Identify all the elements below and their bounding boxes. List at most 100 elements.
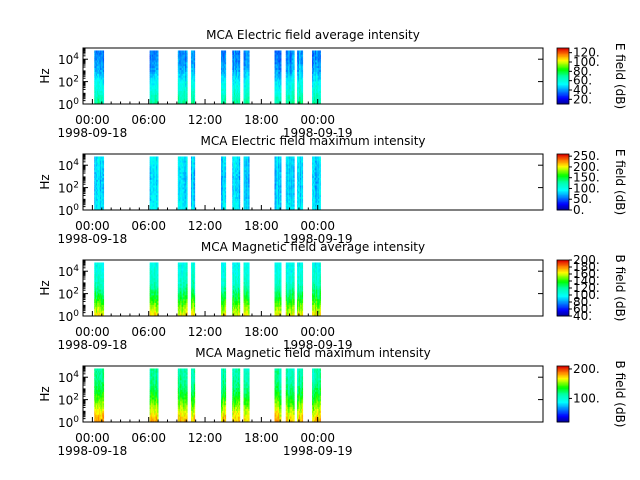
spectrogram-cell [236, 173, 239, 176]
spectrogram-cell [315, 202, 318, 205]
spectrogram-cell [149, 58, 151, 61]
spectrogram-cell [244, 50, 246, 53]
spectrogram-cell [313, 177, 316, 180]
spectrogram-cell [177, 86, 180, 90]
spectrogram-cell [150, 177, 152, 180]
spectrogram-cell [152, 61, 154, 65]
spectrogram-cell [245, 52, 247, 55]
spectrogram-cell [297, 196, 300, 199]
spectrogram-cell [94, 177, 96, 180]
spectrogram-cell [183, 206, 185, 209]
spectrogram-cell [184, 54, 186, 57]
spectrogram-cell [274, 86, 276, 90]
spectrogram-cell [278, 50, 280, 53]
spectrogram-cell [291, 102, 293, 105]
spectrogram-cell [247, 54, 249, 57]
spectrogram-cell [157, 181, 159, 184]
spectrogram-cell [238, 196, 241, 199]
spectrogram-cell [277, 198, 279, 201]
spectrogram-cell [314, 94, 317, 97]
spectrogram-cell [181, 71, 183, 74]
spectrogram-cell [318, 54, 320, 57]
spectrogram-cell [243, 71, 245, 74]
spectrogram-cell [288, 77, 290, 80]
spectrogram-cell [154, 94, 156, 97]
spectrogram-cell [287, 202, 289, 205]
spectrogram-cell [244, 73, 246, 76]
spectrogram-cell [236, 166, 239, 169]
spectrogram-cell [247, 194, 249, 198]
spectrogram-cell [94, 264, 96, 267]
spectrogram-cell [287, 50, 289, 53]
spectrogram-cell [313, 60, 316, 63]
spectrogram-cell [98, 50, 101, 53]
spectrogram-cell [192, 183, 195, 186]
spectrogram-cell [236, 173, 238, 176]
spectrogram-cell [177, 81, 180, 84]
spectrogram-cell [97, 52, 99, 55]
spectrogram-cell [186, 77, 188, 80]
spectrogram-cell [286, 162, 289, 165]
spectrogram-cell [95, 200, 97, 203]
spectrogram-cell [313, 54, 315, 57]
spectrogram-cell [238, 185, 241, 188]
spectrogram-cell [177, 202, 180, 205]
spectrogram-cell [222, 92, 225, 95]
spectrogram-cell [278, 173, 280, 176]
spectrogram-cell [153, 94, 155, 97]
spectrogram-cell [95, 202, 97, 205]
spectrogram-cell [292, 75, 294, 78]
spectrogram-cell [156, 181, 158, 184]
spectrogram-cell [315, 164, 318, 167]
spectrogram-cell [185, 190, 187, 194]
spectrogram-cell [221, 169, 224, 173]
spectrogram-cell [98, 192, 101, 196]
spectrogram-cell [183, 79, 185, 82]
spectrogram-cell [222, 67, 225, 70]
spectrogram-cell [98, 177, 100, 180]
spectrogram-cell [192, 175, 195, 178]
spectrogram-cell [237, 175, 240, 178]
spectrogram-cell [299, 181, 302, 184]
spectrogram-cell [238, 167, 241, 171]
spectrogram-cell [102, 63, 105, 67]
spectrogram-cell [292, 58, 294, 61]
spectrogram-cell [292, 56, 294, 59]
spectrogram-cell [97, 63, 99, 67]
spectrogram-cell [153, 102, 155, 105]
spectrogram-cell [190, 183, 193, 186]
spectrogram-cell [150, 192, 152, 196]
spectrogram-cell [157, 190, 159, 194]
spectrogram-cell [317, 169, 320, 173]
spectrogram-cell [94, 71, 96, 74]
spectrogram-cell [243, 56, 245, 59]
spectrogram-cell [98, 185, 100, 188]
spectrogram-cell [237, 167, 240, 171]
spectrogram-cell [291, 58, 293, 61]
spectrogram-cell [157, 183, 159, 186]
spectrogram-cell [150, 82, 152, 86]
spectrogram-cell [300, 56, 303, 59]
spectrogram-cell [236, 79, 238, 82]
spectrogram-cell [94, 287, 96, 290]
spectrogram-cell [244, 187, 246, 190]
spectrogram-cell [182, 204, 184, 207]
spectrogram-cell [184, 160, 186, 163]
spectrogram-cell [101, 188, 104, 192]
spectrogram-cell [178, 100, 181, 103]
spectrogram-cell [186, 92, 188, 95]
spectrogram-cell [232, 79, 234, 82]
colorbar-segment [557, 184, 569, 187]
spectrogram-cell [183, 90, 185, 93]
spectrogram-cell [287, 200, 289, 203]
spectrogram-cell [236, 60, 239, 63]
spectrogram-cell [233, 50, 235, 53]
spectrogram-cell [313, 198, 315, 201]
spectrogram-cell [237, 96, 240, 99]
spectrogram-cell [156, 164, 158, 167]
spectrogram-cell [186, 167, 188, 171]
spectrogram-cell [98, 88, 100, 92]
spectrogram-cell [247, 167, 249, 171]
spectrogram-cell [314, 88, 317, 92]
spectrogram-cell [247, 86, 249, 90]
